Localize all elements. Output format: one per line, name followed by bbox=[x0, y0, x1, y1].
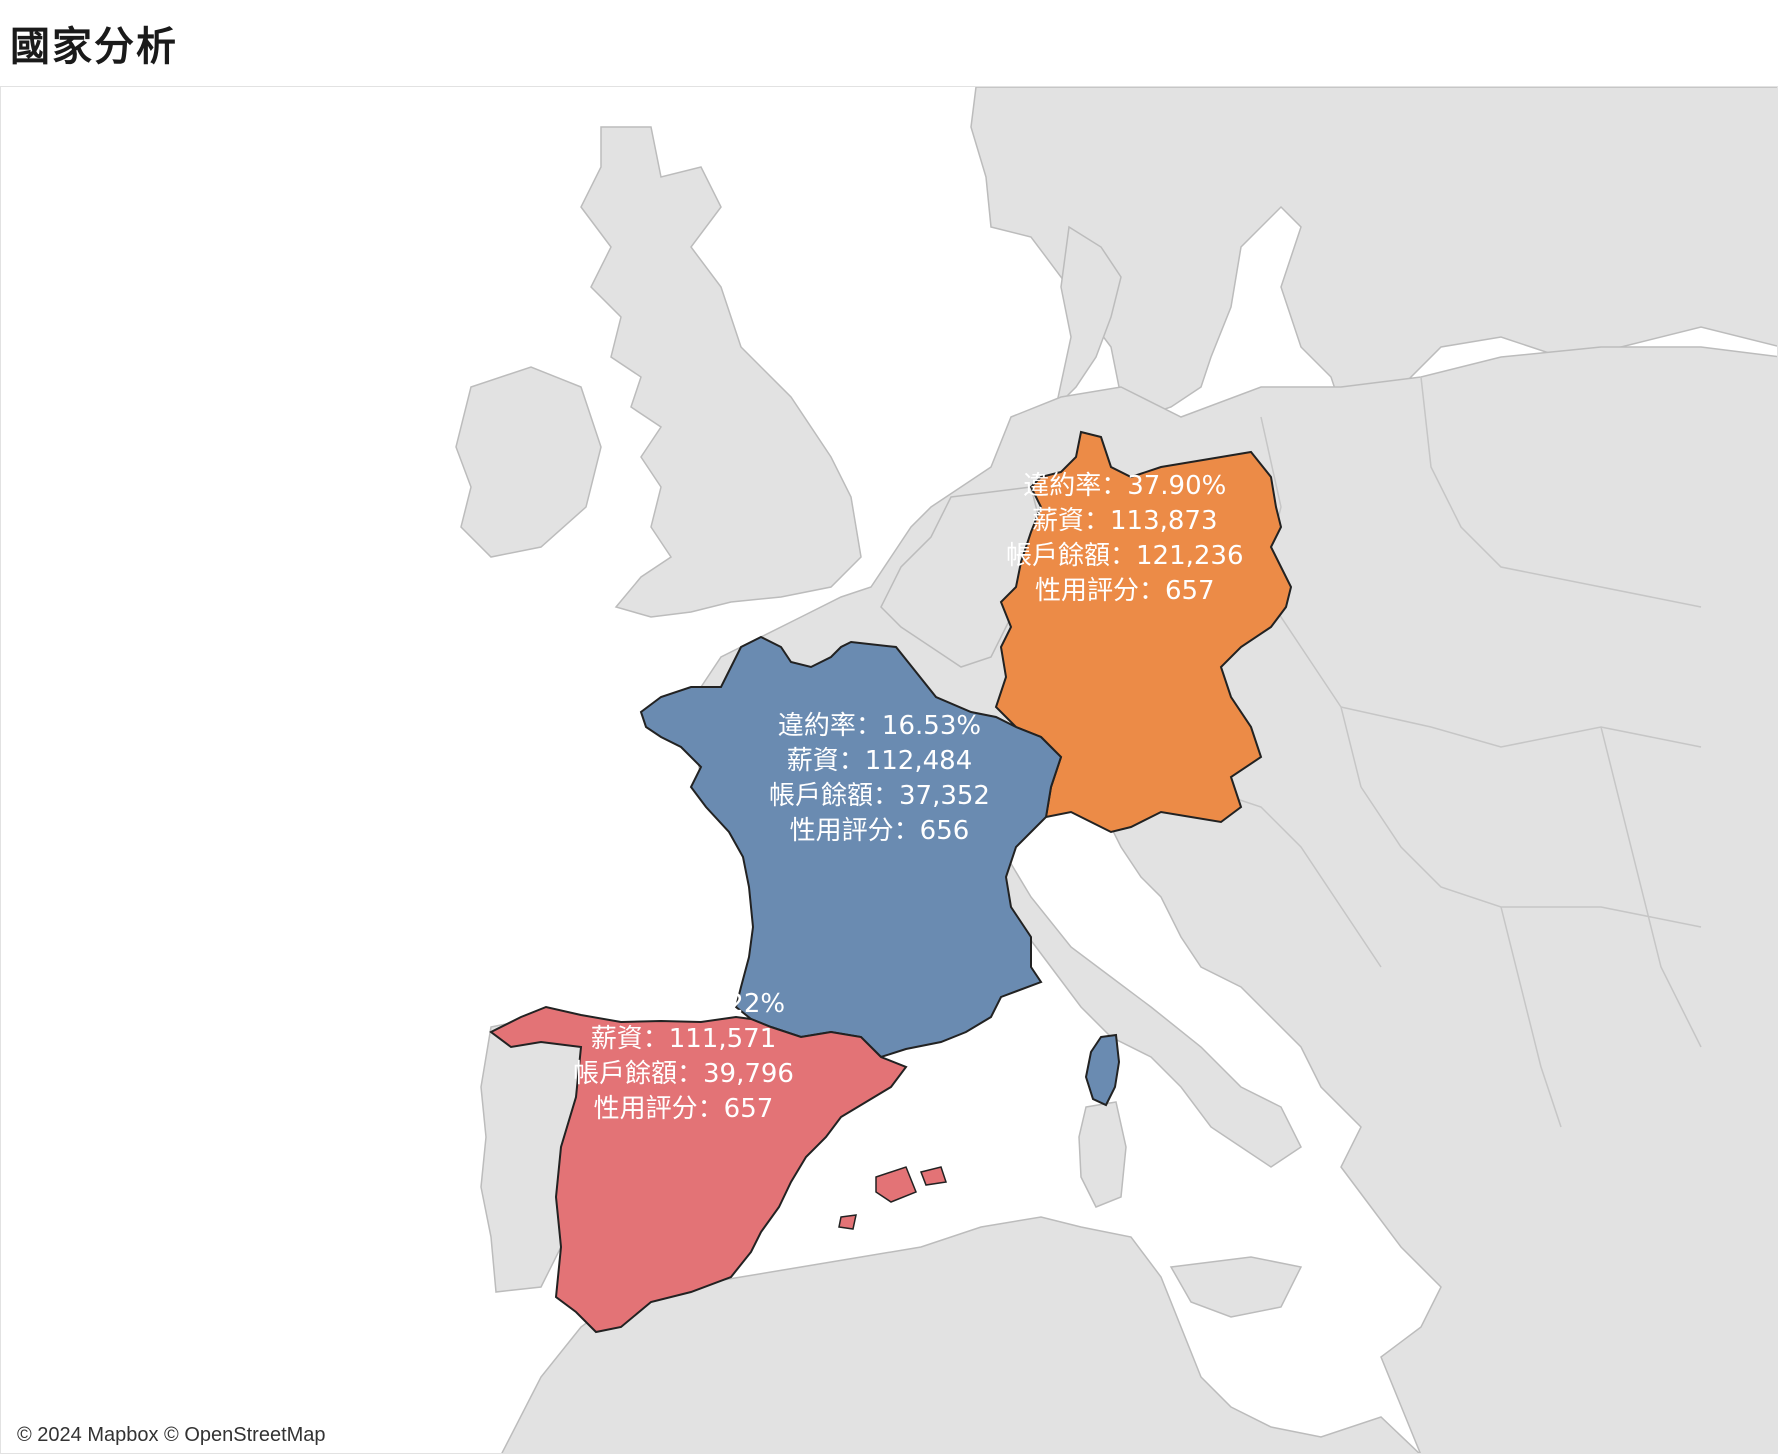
land-sardinia bbox=[1078, 1101, 1127, 1208]
land-balearic bbox=[838, 1166, 947, 1230]
france-salary: 薪資：112,484 bbox=[786, 746, 973, 776]
title-bar: 國家分析 bbox=[0, 0, 1780, 86]
map-view[interactable]: 違約率：37.90% 薪資：113,873 帳戶餘額：121,236 性用評分：… bbox=[0, 86, 1778, 1454]
germany-balance: 帳戶餘額：121,236 bbox=[1006, 541, 1244, 571]
land-sicily bbox=[1169, 1256, 1303, 1318]
label-france: 違約率：16.53% 薪資：112,484 帳戶餘額：37,352 性用評分：6… bbox=[769, 709, 990, 849]
spain-credit-score: 性用評分：657 bbox=[593, 1094, 774, 1124]
spain-salary: 薪資：111,571 bbox=[590, 1024, 777, 1054]
land-denmark bbox=[1054, 225, 1122, 410]
region-spain[interactable] bbox=[489, 1005, 908, 1334]
france-balance: 帳戶餘額：37,352 bbox=[769, 781, 990, 811]
country-borders bbox=[1200, 376, 1702, 1128]
region-germany[interactable] bbox=[994, 430, 1293, 834]
germany-credit-score: 性用評分：657 bbox=[1034, 576, 1215, 606]
land-ireland bbox=[455, 366, 602, 558]
label-spain: 違約率：17.22% 薪資：111,571 帳戶餘額：39,796 性用評分：6… bbox=[573, 987, 794, 1127]
germany-default-rate: 違約率：37.90% bbox=[1023, 471, 1227, 501]
map-canvas[interactable] bbox=[1, 87, 1778, 1454]
region-corsica[interactable] bbox=[1084, 1033, 1121, 1107]
spain-balance: 帳戶餘額：39,796 bbox=[573, 1059, 794, 1089]
land-great-britain bbox=[580, 126, 862, 618]
france-default-rate: 違約率：16.53% bbox=[777, 711, 982, 741]
germany-salary: 薪資：113,873 bbox=[1032, 506, 1218, 536]
page-title: 國家分析 bbox=[10, 24, 178, 70]
map-attribution[interactable]: © 2024 Mapbox © OpenStreetMap bbox=[11, 1422, 332, 1449]
spain-default-rate: 違約率：17.22% bbox=[581, 989, 786, 1019]
france-credit-score: 性用評分：656 bbox=[789, 816, 970, 846]
label-germany: 違約率：37.90% 薪資：113,873 帳戶餘額：121,236 性用評分：… bbox=[1006, 469, 1244, 609]
